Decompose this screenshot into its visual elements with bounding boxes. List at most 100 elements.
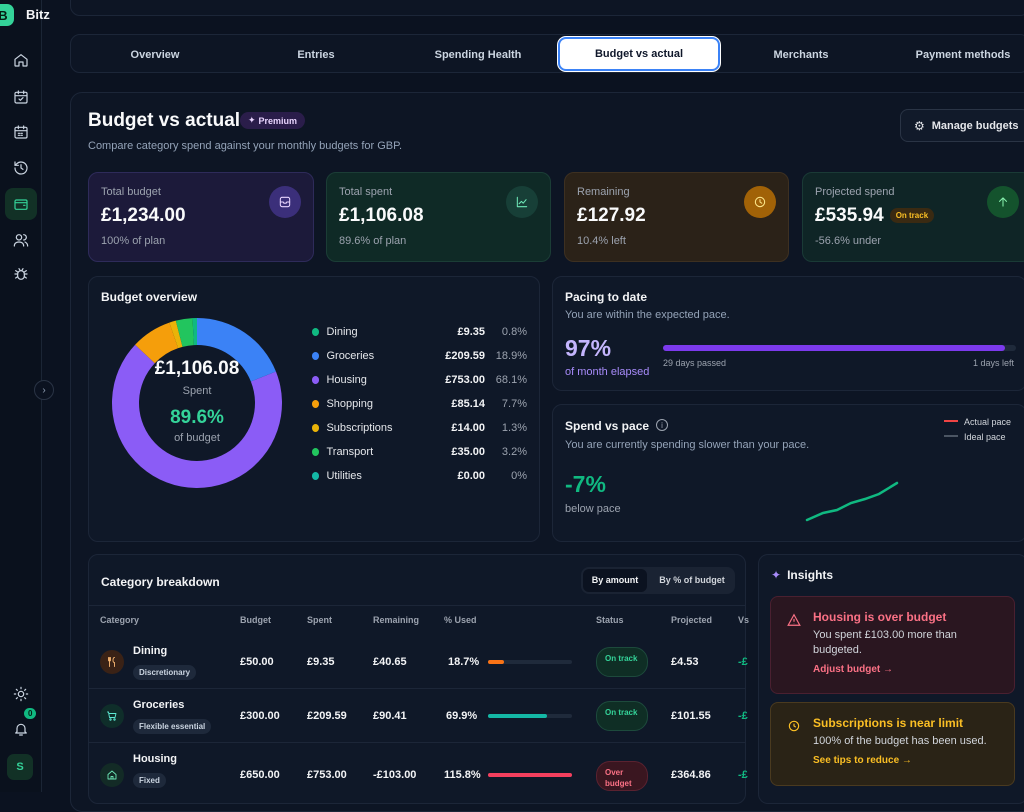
col-spent[interactable]: Spent: [307, 615, 333, 625]
legend-amount: £9.35: [457, 326, 486, 338]
row-used: 18.7%: [448, 656, 480, 668]
spend-vs-pace-panel: Spend vs pace i You are currently spendi…: [552, 404, 1024, 542]
col-used[interactable]: % Used: [444, 615, 477, 625]
status-badge: On track: [596, 701, 648, 731]
used-bar-fill: [488, 714, 547, 718]
tab-entries[interactable]: Entries: [297, 48, 335, 61]
tab-payment-methods[interactable]: Payment methods: [915, 48, 1011, 61]
row-budget: £50.00: [240, 656, 274, 668]
bug-icon: [14, 268, 28, 280]
card-note: 100% of plan: [101, 235, 166, 247]
row-used: 69.9%: [446, 710, 478, 722]
tab-bar: Overview Entries Spending Health Budget …: [70, 34, 1024, 73]
sidebar-collapse-button[interactable]: ›: [34, 380, 54, 400]
col-vs[interactable]: Vs: [738, 615, 750, 625]
card-label: Total budget: [101, 186, 161, 198]
row-projected: £364.86: [671, 769, 711, 781]
nav-users[interactable]: [5, 224, 37, 256]
insight-over-budget: Housing is over budget You spent £103.00…: [770, 596, 1015, 694]
days-left: 1 days left: [972, 358, 1014, 368]
row-remaining: -£103.00: [373, 769, 417, 781]
donut-slice-dining: [192, 318, 197, 346]
insight-title: Housing is over budget: [813, 610, 947, 624]
arrow-up-icon: [987, 186, 1019, 218]
row-budget: £300.00: [240, 710, 280, 722]
legend-amount: £85.14: [451, 398, 486, 410]
legend-name: Housing: [326, 374, 367, 386]
legend-amount: £14.00: [451, 422, 486, 434]
insight-title: Subscriptions is near limit: [813, 716, 964, 730]
pace-sparkline: [805, 481, 899, 522]
house-icon: [100, 763, 124, 787]
legend-swatch: [944, 435, 958, 437]
card-value: £127.92: [577, 205, 646, 226]
pacing-pct: 97%: [565, 335, 612, 361]
used-bar: [488, 660, 572, 664]
legend-amount: £0.00: [457, 470, 486, 482]
manage-budgets-button[interactable]: ⚙ Manage budgets: [900, 109, 1024, 142]
legend-ideal: Ideal pace: [944, 432, 1006, 442]
row-spent: £9.35: [307, 656, 335, 668]
theme-toggle[interactable]: [5, 678, 37, 710]
card-note: 10.4% left: [577, 235, 626, 247]
adjust-budget-link[interactable]: Adjust budget →: [813, 664, 893, 675]
toggle-by-amount[interactable]: By amount: [583, 569, 647, 592]
nav-budgets[interactable]: [5, 188, 37, 220]
sun-icon: [13, 686, 29, 702]
sparkle-icon: ✦: [248, 115, 256, 125]
legend-actual-label: Actual pace: [964, 417, 1012, 427]
row-divider: [88, 688, 746, 689]
notification-count: 0: [24, 708, 37, 719]
tab-merchants[interactable]: Merchants: [773, 48, 829, 61]
fork-icon: [100, 650, 124, 674]
tab-spending-health[interactable]: Spending Health: [434, 48, 522, 61]
legend-dot: [312, 400, 320, 408]
insight-near-limit: Subscriptions is near limit 100% of the …: [770, 702, 1015, 786]
nav-calendar[interactable]: [5, 116, 37, 148]
row-used: 115.8%: [444, 769, 481, 781]
legend-pct: 0.8%: [501, 326, 527, 338]
budget-overview-panel: Budget overview: [88, 276, 540, 542]
clock-icon: [744, 186, 776, 218]
spend-pace-label: below pace: [565, 503, 621, 515]
col-status[interactable]: Status: [596, 615, 624, 625]
row-projected: £101.55: [671, 710, 711, 722]
card-note: -56.6% under: [815, 235, 882, 247]
row-category-name: Groceries: [133, 699, 185, 711]
legend-amount: £209.59: [445, 350, 486, 362]
calendar-icon: [14, 125, 28, 139]
tab-budget-vs-actual[interactable]: Budget vs actual: [558, 37, 720, 71]
nav-home[interactable]: [5, 44, 37, 76]
legend-dot: [312, 352, 320, 360]
toggle-by-percent[interactable]: By % of budget: [659, 575, 725, 585]
used-bar: [488, 714, 572, 718]
col-budget[interactable]: Budget: [240, 615, 271, 625]
legend-amount: £753.00: [445, 374, 486, 386]
nav-debug[interactable]: [5, 258, 37, 290]
card-total-spent: Total spent £1,106.08 89.6% of plan: [326, 172, 551, 262]
row-projected: £4.53: [671, 656, 699, 668]
gear-icon: ⚙: [914, 118, 925, 133]
category-tag: Discretionary: [133, 665, 197, 680]
days-passed: 29 days passed: [663, 358, 727, 368]
nav-history[interactable]: [5, 152, 37, 184]
users-icon: [13, 234, 29, 247]
col-category[interactable]: Category: [100, 615, 140, 625]
legend-ideal-label: Ideal pace: [964, 432, 1006, 442]
col-projected[interactable]: Projected: [671, 615, 713, 625]
used-bar: [488, 773, 572, 777]
see-tips-link[interactable]: See tips to reduce →: [813, 755, 912, 766]
info-icon[interactable]: i: [656, 419, 668, 431]
view-toggle: By amount By % of budget: [581, 567, 735, 594]
insights-title-text: Insights: [787, 568, 834, 582]
app-logo: B: [0, 4, 14, 26]
tab-overview[interactable]: Overview: [130, 48, 180, 61]
legend-dot: [312, 448, 320, 456]
notifications-button[interactable]: [5, 713, 37, 745]
premium-label: Premium: [258, 115, 298, 126]
donut-slice-groceries: [197, 318, 276, 382]
pacing-pct-label: of month elapsed: [565, 366, 650, 378]
nav-entries[interactable]: [5, 81, 37, 113]
col-remaining[interactable]: Remaining: [373, 615, 420, 625]
avatar[interactable]: S: [7, 754, 33, 780]
